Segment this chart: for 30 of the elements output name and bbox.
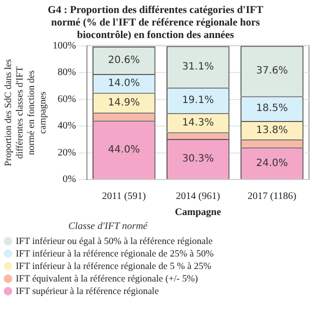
- y-tick-label: 20%: [58, 147, 76, 158]
- legend-title: Classe d'IFT normé: [68, 221, 148, 232]
- y-tick-label: 100%: [52, 40, 76, 52]
- data-label: 14.9%: [108, 97, 140, 108]
- x-tick-label: 2014 (961): [176, 191, 220, 202]
- legend-label: IFT inférieur à la référence régionale de 25% à 50%: [16, 249, 214, 260]
- data-label: 31.1%: [182, 61, 214, 72]
- data-label: 24.0%: [256, 158, 288, 169]
- x-axis-title: Campagne: [174, 207, 222, 218]
- chart-title: G4 : Proportion des différentes catégories d'IFT normé (% de l'IFT de référence régionale hors biocontrôle) en fonction des années: [48, 5, 264, 42]
- data-label: 14.3%: [182, 117, 214, 128]
- y-tick-label: 0%: [62, 174, 76, 186]
- legend-label: IFT inférieur ou égal à 50% à la référence régionale: [16, 236, 213, 247]
- data-label: 18.5%: [256, 103, 288, 114]
- x-tick-label: 2017 (1186): [248, 191, 296, 202]
- legend-label: IFT inférieur à la référence régionale de 5 % à 25%: [16, 262, 212, 272]
- y-tick-label: 80%: [58, 67, 76, 78]
- data-label: 37.6%: [256, 66, 288, 77]
- data-label: 20.6%: [108, 54, 140, 66]
- data-label: 30.3%: [182, 154, 214, 165]
- data-label: 13.8%: [256, 124, 288, 136]
- legend-label: IFT supérieur à la référence régionale: [16, 286, 159, 297]
- data-label: 44.0%: [108, 144, 140, 156]
- y-axis-title: Proportion des SdC dans les différentes classes d'IFT normé en fonction des campagnes: [4, 58, 48, 166]
- y-tick-label: 40%: [58, 120, 76, 132]
- y-tick-label: 60%: [58, 94, 76, 105]
- data-label: 14.0%: [108, 78, 140, 89]
- data-label: 19.1%: [182, 95, 214, 106]
- legend-label: IFT équivalent à la référence régionale (+/- 5%): [16, 274, 198, 284]
- x-tick-label: 2011 (591): [102, 191, 146, 202]
